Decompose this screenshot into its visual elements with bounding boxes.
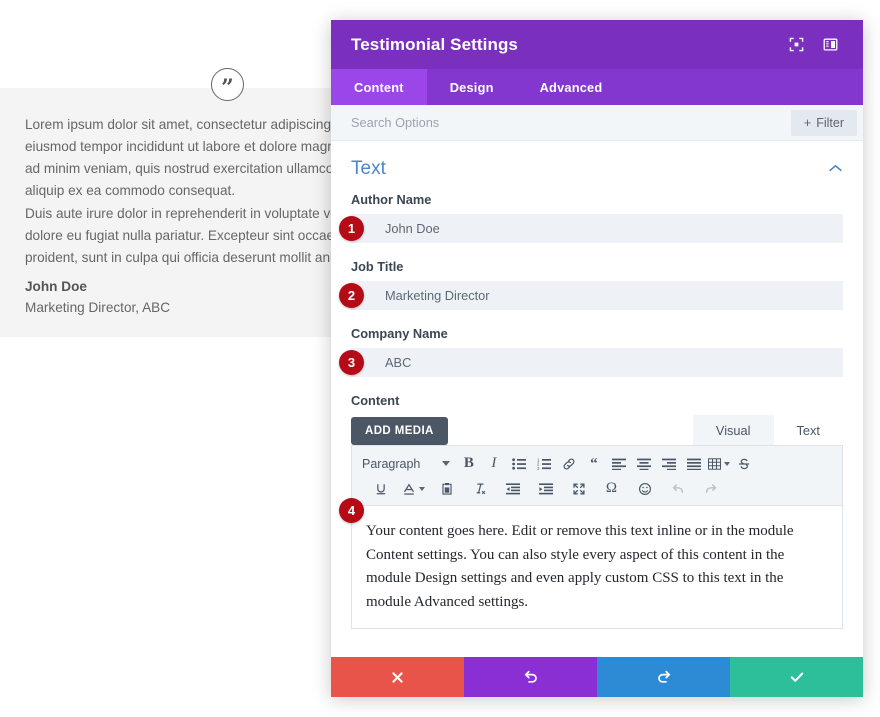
quote-glyph: ” [221, 75, 234, 101]
link-icon[interactable] [556, 452, 581, 476]
underline-icon[interactable] [368, 477, 393, 501]
search-input[interactable] [331, 115, 791, 130]
special-character-icon[interactable]: Ω [605, 480, 618, 496]
section-title: Text [351, 158, 386, 179]
author-name-input[interactable] [351, 214, 843, 243]
redo-button[interactable] [597, 657, 730, 697]
step-badge-1: 1 [339, 216, 364, 241]
toolbar-row-1: Paragraph B I [358, 451, 836, 476]
step-badge-3: 3 [339, 350, 364, 375]
filter-button-label: Filter [816, 115, 844, 130]
add-media-button[interactable]: ADD MEDIA [351, 417, 448, 445]
editor-toolbar: Paragraph B I [351, 445, 843, 505]
body-spacer [351, 639, 843, 657]
section-header-text[interactable]: Text [351, 141, 843, 192]
step-badge-4: 4 [339, 498, 364, 523]
bulleted-list-icon[interactable] [506, 452, 531, 476]
page-title: Testimonial Settings [351, 34, 518, 54]
job-title-input[interactable] [351, 281, 843, 310]
align-right-icon[interactable] [656, 452, 681, 476]
search-row: + Filter [331, 105, 863, 141]
field-label-content: Content [351, 393, 400, 408]
tab-design[interactable]: Design [449, 79, 494, 95]
svg-text:2: 2 [537, 461, 540, 466]
tab-text[interactable]: Text [773, 415, 843, 445]
align-justify-icon[interactable] [681, 452, 706, 476]
clear-formatting-icon[interactable] [467, 477, 492, 501]
testimonial-author: John Doe [25, 279, 87, 294]
undo-button[interactable] [464, 657, 597, 697]
tab-content[interactable]: Content [331, 69, 427, 105]
undo-icon[interactable] [665, 477, 690, 501]
cancel-button[interactable] [331, 657, 464, 697]
table-icon[interactable] [706, 452, 731, 476]
testimonial-role: Marketing Director, ABC [25, 300, 171, 315]
focus-target-icon[interactable] [783, 32, 809, 58]
chevron-down-icon [442, 461, 451, 466]
editor-topbar: ADD MEDIA Visual Text [351, 415, 843, 445]
step-badge-2: 2 [339, 283, 364, 308]
text-color-icon[interactable] [401, 477, 426, 501]
italic-icon[interactable]: I [491, 455, 497, 471]
format-select[interactable]: Paragraph [358, 452, 456, 476]
modal-footer [331, 657, 863, 697]
field-content: Content 4 ADD MEDIA Visual Text Paragrap… [339, 393, 843, 629]
content-editor-area[interactable]: Your content goes here. Edit or remove t… [351, 505, 843, 629]
filter-button[interactable]: + Filter [790, 109, 857, 136]
blockquote-icon[interactable]: “ [590, 455, 598, 472]
field-label-author-name: Author Name [351, 192, 432, 207]
chevron-down-icon [419, 486, 425, 491]
tab-advanced[interactable]: Advanced [539, 79, 603, 95]
paste-as-text-icon[interactable]: T [434, 477, 459, 501]
outdent-icon[interactable] [500, 477, 525, 501]
field-label-company-name: Company Name [351, 326, 448, 341]
save-button[interactable] [730, 657, 863, 697]
svg-text:T: T [445, 487, 448, 492]
align-left-icon[interactable] [606, 452, 631, 476]
chevron-down-icon [723, 461, 730, 466]
company-name-input[interactable] [351, 348, 843, 377]
tab-visual[interactable]: Visual [692, 415, 774, 445]
modal-tab-bar: Content Design Advanced [331, 69, 863, 105]
field-author-name: Author Name 1 [339, 192, 843, 243]
svg-text:1: 1 [537, 458, 540, 462]
field-label-job-title: Job Title [351, 259, 404, 274]
fullscreen-icon[interactable] [566, 477, 591, 501]
modal-header: Testimonial Settings [331, 20, 863, 69]
format-select-label: Paragraph [362, 456, 421, 471]
quote-mark-icon: ” [211, 68, 244, 101]
plus-icon: + [803, 115, 812, 130]
strikethrough-icon[interactable] [731, 452, 756, 476]
chevron-up-icon[interactable] [828, 160, 843, 178]
align-center-icon[interactable] [631, 452, 656, 476]
content-editor-text: Your content goes here. Edit or remove t… [366, 523, 794, 610]
testimonial-settings-modal: Testimonial Settings Content Design Adva… [331, 20, 863, 697]
toolbar-row-2: T [358, 476, 836, 501]
svg-text:3: 3 [537, 465, 540, 469]
emoji-icon[interactable] [632, 477, 657, 501]
bold-icon[interactable]: B [463, 455, 474, 471]
numbered-list-icon[interactable]: 1 2 3 [531, 452, 556, 476]
panel-layout-icon[interactable] [817, 32, 843, 58]
editor-mode-tabs: Visual Text [692, 415, 843, 445]
field-company-name: Company Name 3 [339, 326, 843, 377]
redo-icon[interactable] [698, 477, 723, 501]
modal-scroll-body[interactable]: Text Author Name 1 Job Title 2 [331, 141, 863, 657]
indent-icon[interactable] [533, 477, 558, 501]
field-job-title: Job Title 2 [339, 259, 843, 310]
